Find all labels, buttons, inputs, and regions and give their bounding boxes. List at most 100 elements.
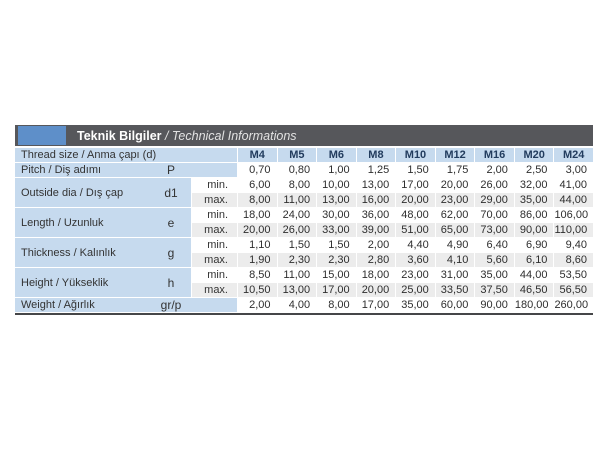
value-cell: 35,00: [475, 268, 514, 282]
table-title-bar: Teknik Bilgiler / Technical Informations: [15, 125, 593, 146]
value-cell: 1,50: [317, 238, 356, 252]
value-cell: 16,00: [356, 193, 396, 207]
value-cell: 65,00: [435, 223, 475, 237]
max-label: max.: [192, 193, 237, 207]
value-cell: 35,00: [514, 193, 554, 207]
value-cell: 18,00: [356, 268, 396, 282]
value-cell: 1,10: [238, 238, 277, 252]
value-cell: 1,50: [396, 163, 435, 177]
table-row: Weight / Ağırlık gr/p 2,00 4,00 8,00 17,00 35,…: [15, 298, 593, 312]
technical-info-table: Teknik Bilgiler / Technical Informations…: [15, 125, 593, 315]
value-cell: 6,00: [238, 178, 277, 192]
row-label-cell: Weight / Ağırlık gr/p: [15, 298, 237, 312]
table-row-group: Height / Yükseklik h min. 8,50 11,00 15,00 18,…: [15, 268, 593, 297]
value-cell: 36,00: [356, 208, 396, 222]
row-label: Weight / Ağırlık: [21, 299, 95, 311]
table-row: Pitch / Diş adımı P 0,70 0,80 1,00 1,25 1,50 1,…: [15, 163, 593, 177]
value-cell: 106,00: [554, 208, 593, 222]
value-cell: 8,00: [277, 178, 317, 192]
value-cell: 26,00: [277, 223, 317, 237]
value-cell: 60,00: [435, 298, 475, 312]
min-label: min.: [192, 268, 237, 282]
value-cell: 110,00: [554, 223, 593, 237]
min-label: min.: [192, 238, 237, 252]
value-cell: 70,00: [475, 208, 514, 222]
column-header: M5: [277, 148, 317, 162]
table-row-group: Length / Uzunluk e min. 18,00 24,00 30,00 36,0…: [15, 208, 593, 237]
value-cell: 1,75: [435, 163, 475, 177]
row-label: Height / Yükseklik: [21, 276, 109, 289]
column-header: M6: [317, 148, 356, 162]
row-label-cell: Outside dia / Dış çap d1: [15, 178, 191, 207]
value-cell: 41,00: [554, 178, 593, 192]
value-cell: 31,00: [435, 268, 475, 282]
value-cell: 56,50: [554, 283, 593, 297]
value-cell: 37,50: [475, 283, 514, 297]
value-cell: 44,00: [514, 268, 554, 282]
value-cell: 73,00: [475, 223, 514, 237]
value-cell: 39,00: [356, 223, 396, 237]
value-cell: 44,00: [554, 193, 593, 207]
value-cell: 0,80: [277, 163, 317, 177]
value-cell: 33,50: [435, 283, 475, 297]
value-cell: 13,00: [317, 193, 356, 207]
column-header: M10: [396, 148, 435, 162]
value-cell: 33,00: [317, 223, 356, 237]
row-symbol: e: [167, 215, 175, 230]
thread-size-label-cell: Thread size / Anma çapı (d): [15, 148, 237, 162]
value-cell: 1,50: [277, 238, 317, 252]
value-cell: 4,10: [435, 253, 475, 267]
value-cell: 8,00: [317, 298, 356, 312]
row-symbol: P: [166, 163, 175, 177]
value-cell: 90,00: [475, 298, 514, 312]
value-cell: 6,10: [514, 253, 554, 267]
row-symbol: h: [167, 275, 175, 290]
value-cell: 35,00: [396, 298, 435, 312]
value-cell: 20,00: [435, 178, 475, 192]
title-turkish: Teknik Bilgiler: [77, 128, 162, 143]
value-cell: 8,60: [554, 253, 593, 267]
value-cell: 51,00: [396, 223, 435, 237]
value-cell: 0,70: [238, 163, 277, 177]
row-label: Pitch / Diş adımı: [21, 164, 102, 176]
value-cell: 23,00: [396, 268, 435, 282]
value-cell: 2,50: [514, 163, 554, 177]
column-header: M4: [238, 148, 277, 162]
value-cell: 8,00: [238, 193, 277, 207]
table-title: Teknik Bilgiler / Technical Informations: [77, 129, 297, 143]
max-label: max.: [192, 283, 237, 297]
value-cell: 30,00: [317, 208, 356, 222]
value-cell: 2,80: [356, 253, 396, 267]
value-cell: 260,00: [554, 298, 593, 312]
value-cell: 20,00: [396, 193, 435, 207]
value-cell: 13,00: [356, 178, 396, 192]
value-cell: 1,90: [238, 253, 277, 267]
value-cell: 2,30: [277, 253, 317, 267]
value-cell: 4,90: [435, 238, 475, 252]
column-header: M8: [356, 148, 396, 162]
row-label-cell: Length / Uzunluk e: [15, 208, 191, 237]
value-cell: 1,00: [317, 163, 356, 177]
row-label-cell: Thickness / Kalınlık g: [15, 238, 191, 267]
min-label: min.: [192, 178, 237, 192]
value-cell: 26,00: [475, 178, 514, 192]
value-cell: 24,00: [277, 208, 317, 222]
row-symbol: g: [167, 245, 175, 260]
value-cell: 1,25: [356, 163, 396, 177]
value-cell: 53,50: [554, 268, 593, 282]
column-header: M16: [475, 148, 514, 162]
value-cell: 10,50: [238, 283, 277, 297]
value-cell: 62,00: [435, 208, 475, 222]
value-cell: 13,00: [277, 283, 317, 297]
value-cell: 48,00: [396, 208, 435, 222]
value-cell: 11,00: [277, 268, 317, 282]
column-header: M12: [435, 148, 475, 162]
table-row-group: Thickness / Kalınlık g min. 1,10 1,50 1,50 2,0…: [15, 238, 593, 267]
value-cell: 2,00: [356, 238, 396, 252]
value-cell: 25,00: [396, 283, 435, 297]
value-cell: 3,00: [554, 163, 593, 177]
row-symbol: gr/p: [160, 298, 182, 312]
value-cell: 17,00: [396, 178, 435, 192]
table-bottom-border: [15, 313, 593, 315]
max-label: max.: [192, 223, 237, 237]
